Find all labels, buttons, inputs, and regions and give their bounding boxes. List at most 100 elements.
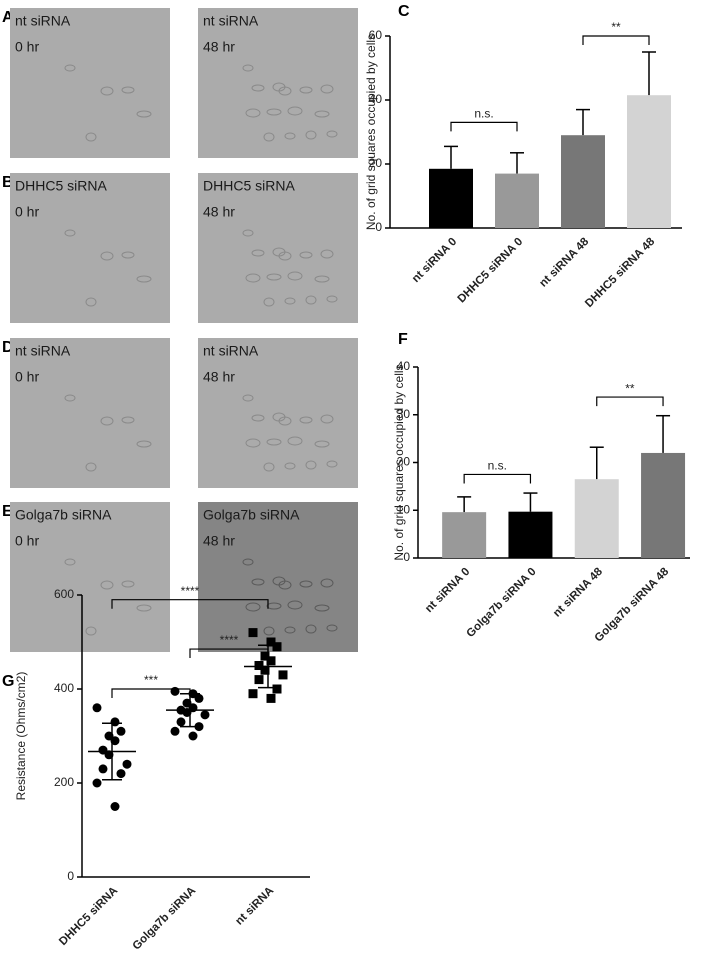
cell [299, 580, 313, 588]
bar [641, 452, 686, 558]
cell [314, 110, 330, 118]
point [266, 637, 276, 647]
cell [314, 604, 330, 612]
cell [251, 84, 265, 92]
cell [284, 462, 296, 470]
panel-letter: E [2, 503, 13, 520]
significance-label: ** [611, 20, 621, 34]
cell [272, 412, 286, 422]
point [278, 670, 288, 680]
cell [272, 247, 286, 257]
cell [305, 130, 317, 140]
cell [284, 626, 296, 634]
image-label: 48 hr [203, 39, 235, 55]
significance-label: *** [144, 673, 158, 687]
cell [266, 602, 282, 610]
cell [136, 275, 152, 283]
image-label: 0 hr [15, 39, 39, 55]
panel-letter: F [398, 331, 408, 348]
image-label: 0 hr [15, 533, 39, 549]
y-tick-label: 40 [397, 359, 411, 373]
cell [320, 414, 334, 424]
image-label: nt siRNA [203, 13, 259, 29]
cell [251, 249, 265, 257]
cell [245, 273, 261, 283]
cell [64, 64, 76, 72]
cell [64, 558, 76, 566]
x-tick-label: nt siRNA 48 [537, 235, 591, 289]
cell [121, 251, 135, 259]
bar [442, 512, 487, 558]
bar [508, 511, 553, 558]
point [176, 717, 186, 727]
cell [284, 132, 296, 140]
cell [272, 82, 286, 92]
y-tick-label: 60 [369, 28, 383, 42]
cell [287, 436, 303, 446]
image-label: nt siRNA [203, 343, 259, 359]
cell [263, 462, 275, 472]
bar [561, 135, 605, 228]
cell [314, 440, 330, 448]
x-tick-label: DHHC5 siRNA [57, 885, 120, 948]
cell [121, 416, 135, 424]
point [272, 642, 282, 652]
image-label: nt siRNA [15, 343, 71, 359]
point [116, 769, 126, 779]
cell [320, 84, 334, 94]
cell [100, 416, 114, 426]
panel-letter: G [2, 673, 14, 690]
cell [263, 626, 275, 636]
point [188, 731, 198, 741]
significance-bracket [450, 121, 518, 132]
cell [266, 438, 282, 446]
point [266, 656, 276, 666]
cell [100, 580, 114, 590]
cell [299, 416, 313, 424]
x-tick-label: Golga7b siRNA 0 [465, 566, 539, 640]
significance-bracket [189, 648, 269, 659]
cell [242, 64, 254, 72]
y-axis-label: Resistance (Ohms/cm2) [14, 672, 28, 801]
point [266, 693, 276, 703]
cell [251, 578, 265, 586]
point [98, 764, 108, 774]
cell [305, 460, 317, 470]
cell [251, 414, 265, 422]
image-label: 48 hr [203, 533, 235, 549]
cell [263, 297, 275, 307]
cell [245, 602, 261, 612]
point [92, 703, 102, 713]
y-tick-label: 200 [54, 775, 74, 789]
y-axis-label: No. of grid squares occupied by cells [392, 364, 406, 560]
significance-bracket [596, 396, 664, 407]
cell [242, 394, 254, 402]
image-label: DHHC5 siRNA [15, 178, 107, 194]
cell [136, 110, 152, 118]
cell [85, 462, 97, 472]
y-tick-label: 30 [397, 407, 411, 421]
cell [85, 132, 97, 142]
image-label: 48 hr [203, 369, 235, 385]
cell [287, 271, 303, 281]
cell [121, 86, 135, 94]
image-label: nt siRNA [15, 13, 71, 29]
cell [287, 106, 303, 116]
y-axis-label: No. of grid squares occupied by cells [364, 34, 378, 230]
cell [287, 600, 303, 610]
point [248, 689, 258, 699]
point [110, 802, 120, 811]
image-label: Golga7b siRNA [15, 507, 112, 523]
point [260, 651, 270, 661]
cell [85, 626, 97, 636]
point [194, 693, 204, 703]
y-tick-label: 600 [54, 587, 74, 601]
significance-label: **** [181, 584, 200, 598]
y-tick-label: 10 [397, 502, 411, 516]
cell [85, 297, 97, 307]
bar [429, 168, 473, 228]
cell [326, 460, 338, 468]
cell [305, 295, 317, 305]
cell [326, 624, 338, 632]
